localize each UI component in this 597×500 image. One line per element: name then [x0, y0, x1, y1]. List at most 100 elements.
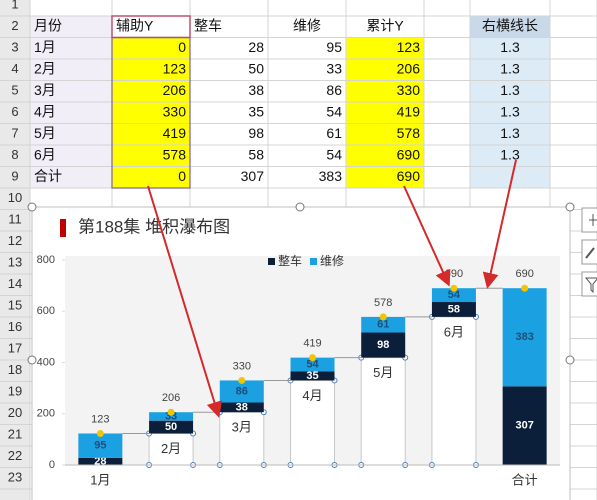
row-number: 9: [11, 169, 18, 184]
data-label: 58: [448, 303, 460, 315]
y-tick-label: 400: [37, 356, 55, 368]
style-button[interactable]: [581, 239, 597, 265]
total-label: 330: [233, 360, 251, 372]
arrow: [482, 159, 517, 289]
resize-handle: [565, 355, 575, 365]
y-tick-label: 600: [37, 305, 55, 317]
data-label: 307: [515, 420, 533, 432]
cell: 50: [248, 60, 264, 76]
cell: 35: [248, 103, 264, 119]
cell: 28: [248, 39, 264, 55]
filter-button[interactable]: [581, 271, 597, 297]
total-label: 578: [374, 297, 392, 309]
row-number: 15: [8, 298, 22, 313]
cell: 2月: [34, 60, 56, 76]
legend-label: 整车: [278, 253, 302, 268]
x-tick-label: 1月: [90, 472, 110, 487]
plus-icon: [589, 214, 597, 226]
cell: 690: [397, 168, 421, 184]
y-tick-label: 800: [37, 254, 55, 266]
chart-side-buttons[interactable]: [581, 207, 597, 297]
cell-fill: [470, 166, 550, 188]
total-label: 419: [303, 338, 321, 350]
cell-fill: [112, 37, 190, 59]
cell: 98: [248, 125, 264, 141]
row-number: 21: [8, 427, 22, 442]
row-number: 20: [8, 405, 22, 420]
cell: 38: [248, 82, 264, 98]
header-cell: 月份: [34, 17, 62, 33]
row-number: 7: [11, 126, 18, 141]
cell-fill: [112, 102, 190, 124]
bar: [361, 332, 406, 358]
total-label: 206: [162, 392, 180, 404]
cell: 54: [326, 146, 342, 162]
header-cell: 累计Y: [366, 17, 404, 33]
cell: 0: [178, 39, 186, 55]
cell-fill: [112, 123, 190, 145]
cell: 206: [397, 60, 421, 76]
brush-icon: [585, 247, 595, 259]
legend-swatch: [310, 258, 317, 265]
cell-fill: [346, 102, 424, 124]
x-tick-label: 5月: [373, 365, 393, 380]
cell-fill: [346, 59, 424, 81]
bar: [502, 386, 547, 465]
range-outline: [111, 36, 191, 189]
bar: [431, 302, 476, 317]
cell-fill: [112, 59, 190, 81]
total-marker: [167, 408, 175, 416]
row-number: 8: [11, 147, 18, 162]
cell-fill: [470, 123, 550, 145]
y-tick-label: 0: [49, 459, 55, 471]
bar: [219, 402, 264, 413]
row-number: 19: [8, 384, 22, 399]
cell-fill: [470, 145, 550, 167]
total-marker: [450, 284, 458, 292]
cell: 33: [326, 60, 342, 76]
row-number: 14: [8, 276, 22, 291]
cell: 1.3: [500, 39, 520, 55]
data-label: 54: [306, 358, 319, 370]
cell: 578: [397, 125, 421, 141]
helper-bar: [431, 316, 477, 466]
header-cell: 辅助Y: [116, 17, 154, 33]
bar: [78, 457, 123, 465]
row-number: 1: [11, 0, 18, 12]
total-label: 690: [515, 268, 533, 280]
bar: [361, 316, 406, 333]
cell: 1.3: [500, 103, 520, 119]
total-label: 690: [445, 268, 463, 280]
cell: 578: [163, 146, 187, 162]
resize-handle: [27, 202, 37, 212]
data-label: 95: [94, 440, 106, 452]
row-number: 12: [8, 233, 22, 248]
chart-title: 第188集 堆积瀑布图: [78, 217, 230, 236]
x-tick-label: 合计: [512, 472, 538, 487]
cell: 0: [178, 168, 186, 184]
row-number: 16: [8, 319, 22, 334]
data-label: 50: [165, 421, 177, 433]
cell: 1月: [34, 39, 56, 55]
cell-fill: [470, 102, 550, 124]
header-cell: 维修: [293, 17, 321, 33]
chart[interactable]: 第188集 堆积瀑布图 0 200 400 600 800 整车 维修 28 95 1月 123 50 3…: [27, 202, 575, 500]
cell: 383: [319, 168, 343, 184]
cell: 206: [163, 82, 187, 98]
row-number: 5: [11, 83, 18, 98]
row-number: 10: [8, 190, 22, 205]
title-marker: [60, 219, 66, 237]
cell-fill: [470, 59, 550, 81]
row-number: 13: [8, 255, 22, 270]
cell: 5月: [34, 125, 56, 141]
cell: 86: [326, 82, 342, 98]
cell: 1.3: [500, 146, 520, 162]
arrow: [147, 185, 223, 418]
row-number: 11: [8, 212, 22, 227]
resize-handle: [565, 202, 575, 212]
row-number: 4: [11, 61, 18, 76]
data-label: 38: [236, 401, 248, 413]
cell: 合计: [34, 168, 62, 184]
cell: 3月: [34, 82, 56, 98]
